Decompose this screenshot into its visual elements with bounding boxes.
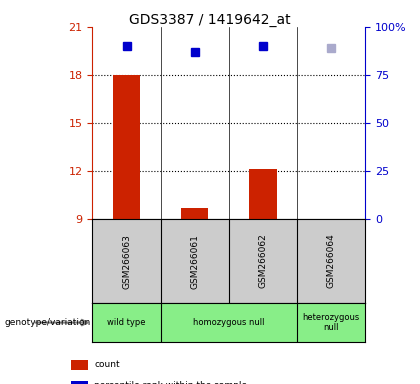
Text: heterozygous
null: heterozygous null — [303, 313, 360, 332]
Text: GSM266061: GSM266061 — [190, 234, 199, 288]
Bar — [249, 169, 277, 219]
Text: percentile rank within the sample: percentile rank within the sample — [94, 381, 248, 384]
Text: homozygous null: homozygous null — [193, 318, 265, 327]
Bar — [113, 75, 140, 219]
Text: count: count — [94, 360, 120, 369]
FancyBboxPatch shape — [71, 381, 88, 384]
Bar — [181, 208, 208, 219]
Text: GDS3387 / 1419642_at: GDS3387 / 1419642_at — [129, 13, 291, 27]
FancyBboxPatch shape — [71, 360, 88, 369]
Text: GSM266062: GSM266062 — [259, 234, 268, 288]
Text: GSM266064: GSM266064 — [327, 234, 336, 288]
Text: wild type: wild type — [107, 318, 146, 327]
Text: GSM266063: GSM266063 — [122, 234, 131, 288]
Text: genotype/variation: genotype/variation — [4, 318, 90, 327]
